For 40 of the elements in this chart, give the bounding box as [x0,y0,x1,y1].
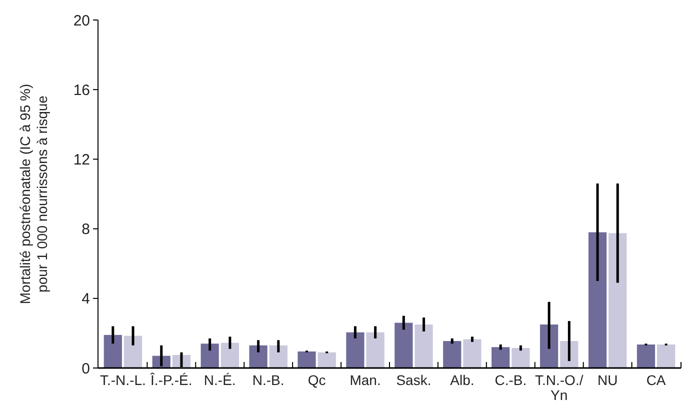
x-tick-label: C.-B. [494,372,527,388]
y-tick-label: 16 [73,82,90,99]
bar [588,232,607,368]
bar [636,344,656,368]
x-tick-label: CA [646,372,666,388]
x-tick-label: T.-N.-L. [100,372,146,388]
x-tick-label: N.-B. [252,372,284,388]
y-axis-title: Mortalité postnéonatale (IC à 95 %) pour 1 000 nourrissons à risque [17,84,50,304]
bar [463,339,482,368]
bar [394,322,413,368]
x-tick-label: NU [597,372,618,388]
bar [492,347,510,368]
bar [298,351,316,368]
y-tick-label: 20 [73,12,90,30]
x-tick-label: T.N.-O./Yn [535,372,584,403]
x-tick-label: Qc [308,372,326,388]
bar [414,324,433,368]
bar [220,342,239,368]
bar [318,352,336,368]
x-tick-label: Sask. [396,372,432,388]
bar [366,332,384,368]
y-tick-label: 4 [82,290,90,308]
bar [269,345,288,368]
bar [540,324,558,368]
y-tick-label: 12 [73,151,90,168]
bar [249,345,268,368]
x-tick-label: Î.-P.-É. [150,372,192,388]
x-tick-label: N.-É. [204,372,236,388]
bar [200,344,219,368]
bar [512,348,530,368]
bar [443,341,462,368]
bar [124,336,142,368]
bar [104,334,122,368]
bar [608,233,627,368]
y-tick-label: 0 [82,360,90,378]
bar [346,332,364,368]
x-tick-label: Alb. [450,372,474,388]
x-tick-label: Man. [350,372,381,388]
bar [657,344,676,368]
y-tick-label: 8 [82,221,90,238]
